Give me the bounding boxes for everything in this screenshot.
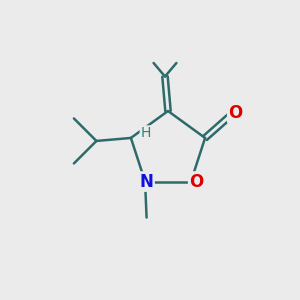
Text: H: H (141, 126, 151, 140)
Text: O: O (228, 104, 242, 122)
Text: O: O (189, 172, 203, 190)
Text: N: N (140, 172, 154, 190)
